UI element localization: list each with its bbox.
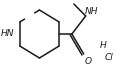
Text: Cl: Cl (105, 54, 114, 62)
Text: HN: HN (1, 29, 15, 39)
Text: O: O (85, 57, 92, 67)
Text: NH: NH (85, 6, 98, 16)
Text: H: H (100, 41, 107, 50)
